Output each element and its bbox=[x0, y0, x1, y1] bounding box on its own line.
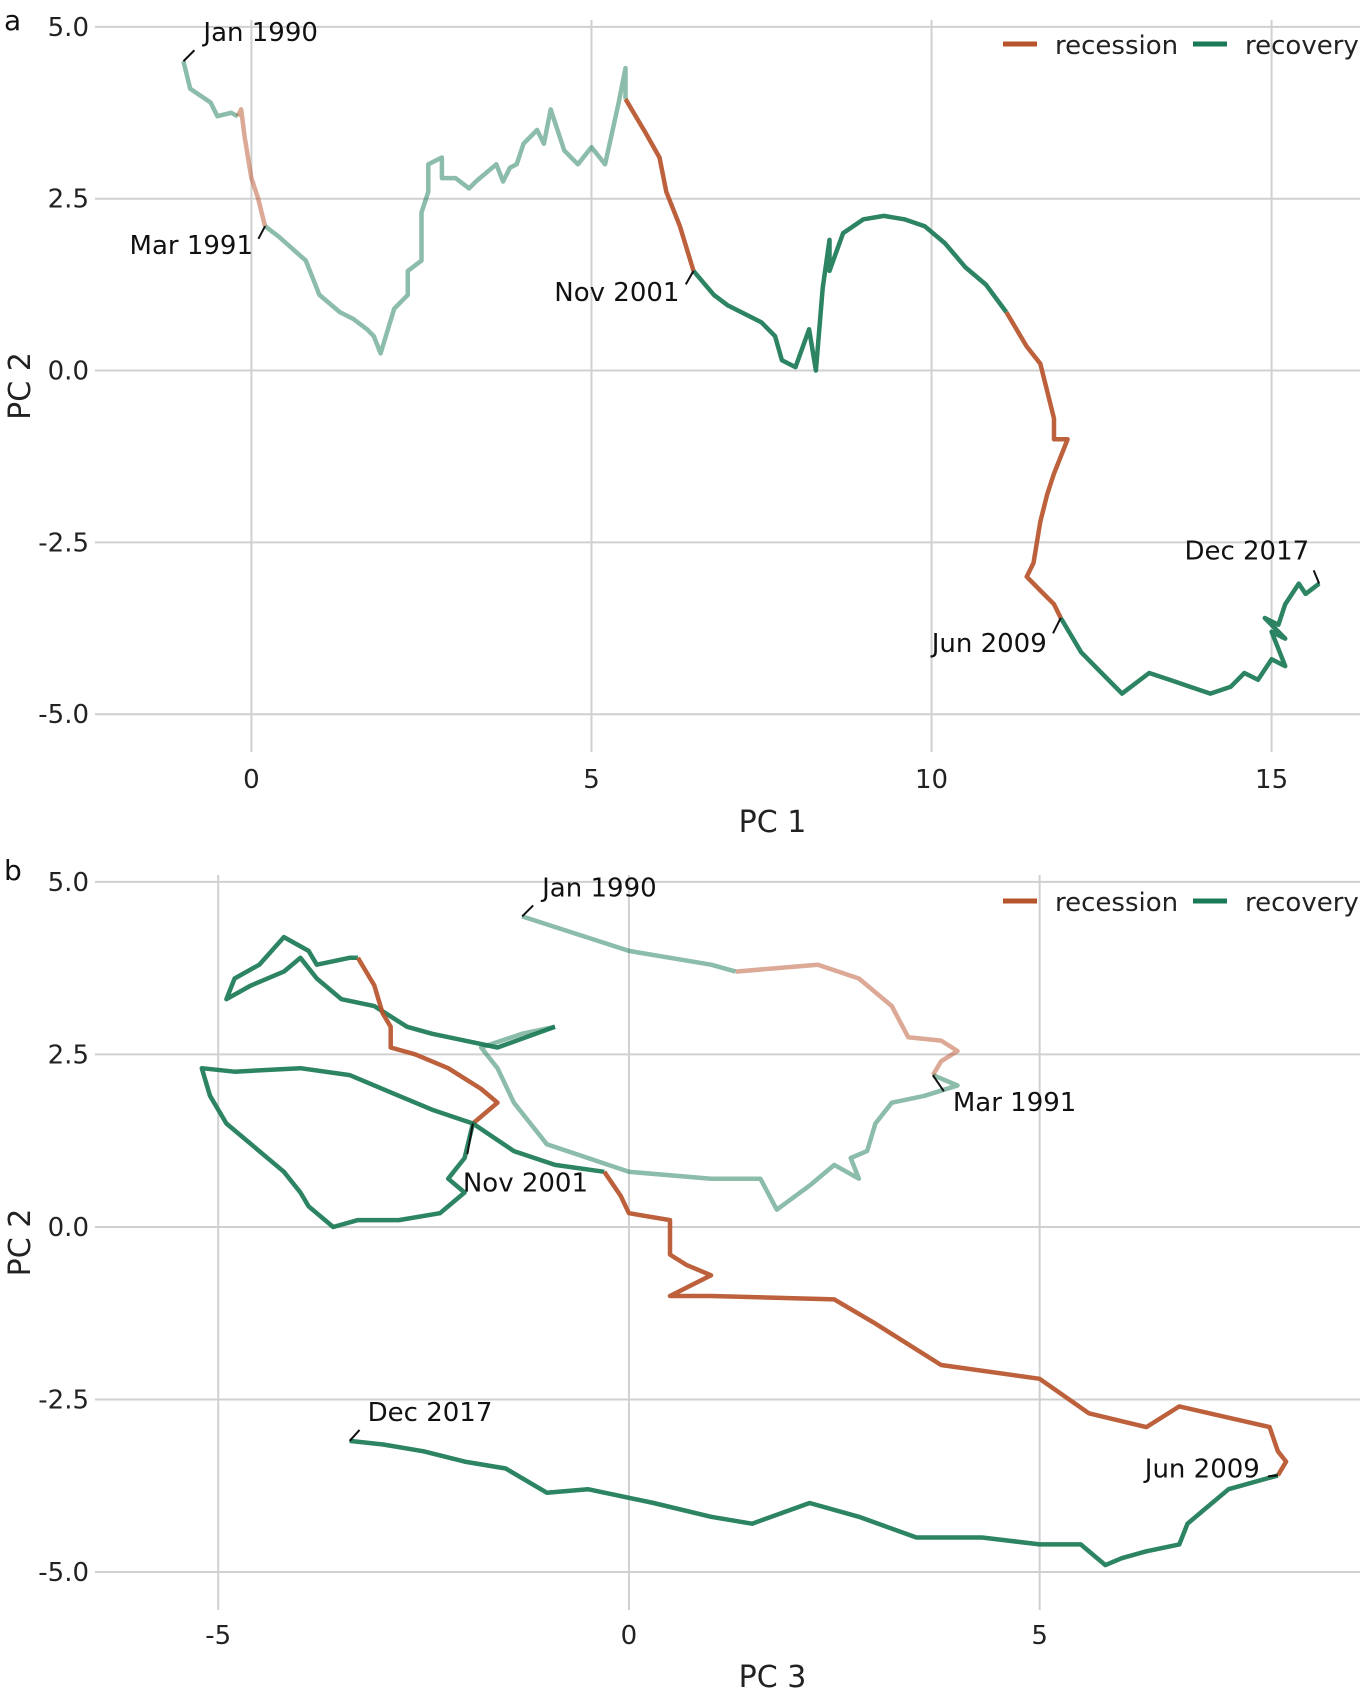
panel-b: b -5 0 5 5.0 2.5 0.0 -2.5 -5.0 PC 3 PC 2 Jan 1990 Ma… bbox=[3, 854, 1360, 1695]
annotation-leader bbox=[1267, 1474, 1278, 1478]
recovery-segment bbox=[263, 65, 628, 356]
recovery-segment bbox=[349, 1438, 1279, 1568]
annotation-leader bbox=[932, 1074, 945, 1092]
annotation-leader bbox=[521, 904, 534, 918]
recovery-segment bbox=[478, 1024, 960, 1212]
x-tick-label: 0 bbox=[243, 765, 260, 795]
annotation-label: Jan 1990 bbox=[201, 18, 318, 48]
y-axis-title: PC 2 bbox=[3, 352, 38, 420]
annotation-label: Dec 2017 bbox=[368, 1398, 493, 1428]
annotation-leader bbox=[257, 225, 266, 240]
y-tick-label: 2.5 bbox=[48, 185, 89, 215]
x-tick-label: -5 bbox=[205, 1621, 231, 1651]
recession-segment bbox=[623, 97, 696, 272]
recession-segment bbox=[735, 962, 960, 1077]
recession-segment bbox=[1004, 310, 1070, 619]
recovery-segment bbox=[521, 914, 737, 974]
panel-tag: a bbox=[4, 4, 21, 37]
recovery-segment bbox=[199, 1065, 605, 1230]
panel-a: a 0 5 10 15 5.0 2.5 0.0 -2.5 -5.0 PC 1 PC 2 Jan 1990… bbox=[3, 4, 1360, 840]
recovery-segment bbox=[224, 934, 556, 1050]
y-tick-label: 2.5 bbox=[48, 1040, 89, 1070]
x-tick-label: 5 bbox=[1031, 1621, 1048, 1651]
legend-label-recession: recession bbox=[1055, 888, 1178, 918]
x-axis-title: PC 3 bbox=[739, 1660, 807, 1695]
legend: recession recovery bbox=[1003, 888, 1359, 918]
y-tick-label: 5.0 bbox=[48, 13, 89, 43]
recovery-segment bbox=[181, 60, 239, 119]
annotation-leader bbox=[182, 49, 196, 62]
recession-segment bbox=[235, 107, 268, 227]
legend-label-recovery: recovery bbox=[1245, 888, 1359, 918]
y-tick-label: -5.0 bbox=[38, 700, 89, 730]
x-tick-label: 0 bbox=[621, 1621, 638, 1651]
annotation-label: Jan 1990 bbox=[540, 873, 657, 903]
panel-tag: b bbox=[4, 854, 22, 887]
annotation-leader bbox=[466, 1123, 474, 1155]
annotation-leader bbox=[684, 270, 695, 285]
y-tick-label: 0.0 bbox=[48, 1213, 89, 1243]
annotation-label: Dec 2017 bbox=[1184, 537, 1309, 567]
y-tick-label: -5.0 bbox=[38, 1558, 89, 1588]
annotation-label: Mar 1991 bbox=[130, 231, 254, 261]
annotation-label: Mar 1991 bbox=[953, 1088, 1077, 1118]
annotation-label: Nov 2001 bbox=[554, 278, 679, 308]
legend-label-recession: recession bbox=[1055, 31, 1178, 61]
x-tick-label: 15 bbox=[1255, 765, 1288, 795]
annotation-label: Nov 2001 bbox=[463, 1168, 588, 1198]
y-tick-label: 5.0 bbox=[48, 868, 89, 898]
annotation-label: Jun 2009 bbox=[1143, 1454, 1260, 1484]
y-tick-label: -2.5 bbox=[38, 528, 89, 558]
y-axis-title: PC 2 bbox=[3, 1209, 38, 1277]
annotation-leader bbox=[1312, 570, 1321, 584]
annotation-label: Jun 2009 bbox=[930, 629, 1047, 659]
recession-segment bbox=[355, 956, 500, 1126]
recession-segment bbox=[602, 1170, 1289, 1477]
recovery-segment bbox=[1058, 581, 1321, 696]
x-tick-label: 10 bbox=[915, 765, 948, 795]
recovery-segment bbox=[691, 213, 1009, 373]
annotation-leader bbox=[1052, 617, 1062, 634]
annotation-leader bbox=[348, 1429, 361, 1442]
legend: recession recovery bbox=[1003, 31, 1359, 61]
legend-label-recovery: recovery bbox=[1245, 31, 1359, 61]
y-tick-label: 0.0 bbox=[48, 357, 89, 387]
y-tick-label: -2.5 bbox=[38, 1386, 89, 1416]
x-axis-title: PC 1 bbox=[739, 805, 807, 840]
x-tick-label: 5 bbox=[583, 765, 600, 795]
